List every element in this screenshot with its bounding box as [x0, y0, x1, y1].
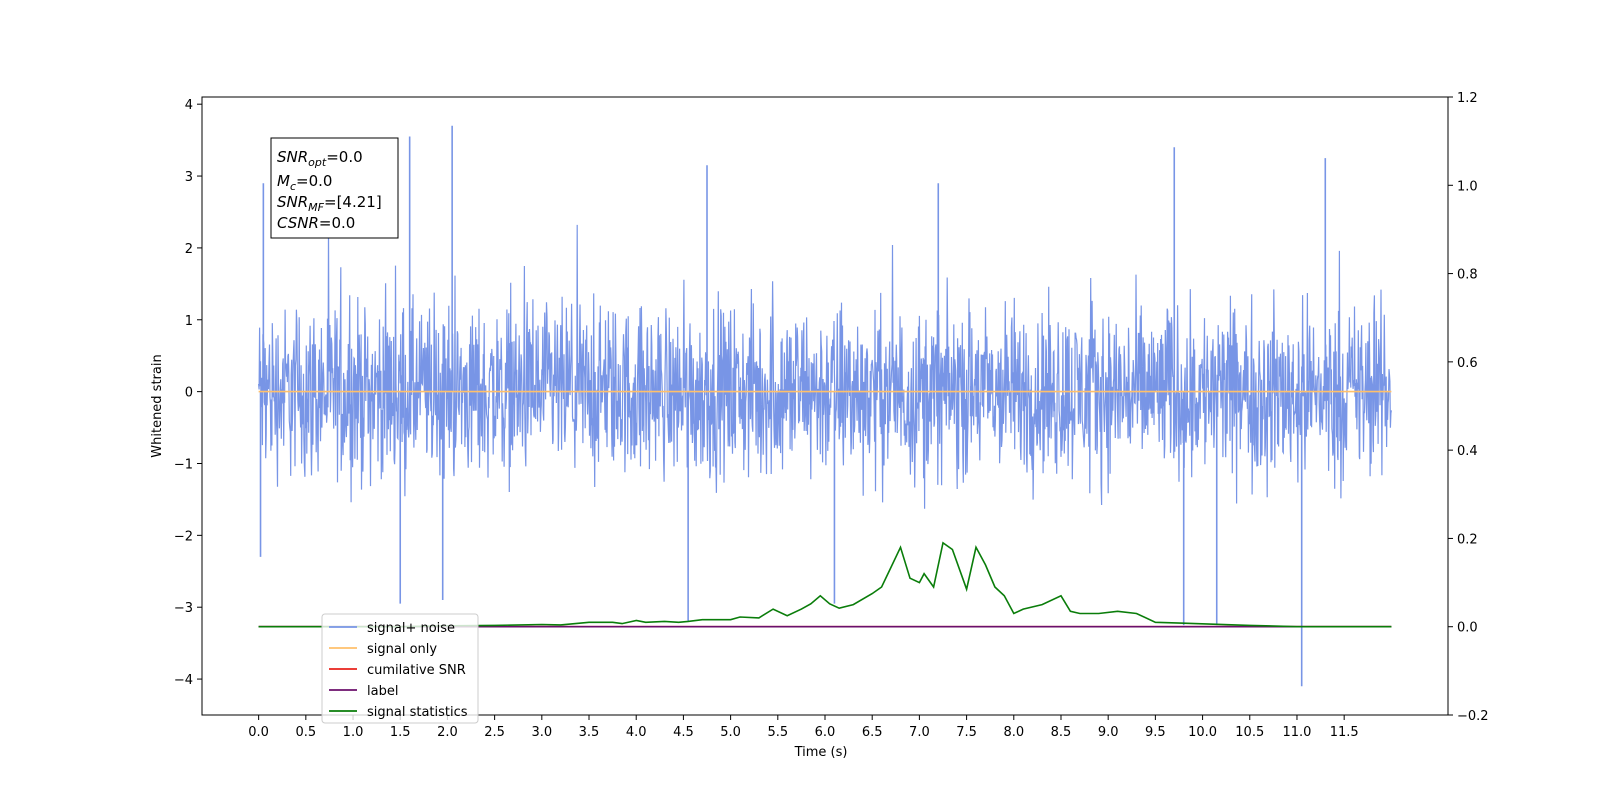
- y-axis-ticks: 4 3 2 1 0 −1 −2 −3 −4: [174, 98, 202, 688]
- annotation-box: SNRopt=0.0 Mc=0.0 SNRMF=[4.21] CSNR=0.0: [270, 137, 399, 239]
- x-tick-label: 7.0: [909, 725, 930, 740]
- y2-tick-label: 0.8: [1457, 268, 1478, 283]
- x-tick-label: 8.0: [1003, 725, 1024, 740]
- x-tick-label: 2.5: [484, 725, 505, 740]
- annotation-frame: [270, 137, 399, 239]
- y2-tick-label: 0.6: [1457, 356, 1478, 371]
- legend-label-signal-statistics: signal statistics: [367, 705, 468, 720]
- x-tick-label: 7.5: [956, 725, 977, 740]
- y2-tick-label: 1.0: [1457, 179, 1478, 194]
- x-tick-label: 9.0: [1098, 725, 1119, 740]
- x-tick-label: 2.0: [437, 725, 458, 740]
- signal-plus-noise-line: [258, 224, 1392, 509]
- x-axis-label: Time (s): [794, 745, 848, 760]
- y-tick-label: 0: [185, 386, 193, 401]
- x-tick-label: 3.5: [579, 725, 600, 740]
- y2-tick-label: −0.2: [1457, 709, 1489, 724]
- annotation-snr-opt: SNRopt=0.0: [277, 148, 363, 169]
- y-axis-label: Whitened strain: [150, 354, 165, 457]
- y2-tick-label: 0.4: [1457, 444, 1478, 459]
- x-tick-label: 8.5: [1051, 725, 1072, 740]
- x-tick-label: 5.5: [767, 725, 788, 740]
- y2-tick-label: 0.2: [1457, 532, 1478, 547]
- signal-plus-noise-series: [258, 125, 1392, 687]
- legend-label-label: label: [367, 684, 398, 699]
- y2-tick-label: 0.0: [1457, 621, 1478, 636]
- y-tick-label: 1: [185, 314, 193, 329]
- legend: signal+ noise signal only cumilative SNR la…: [321, 613, 479, 724]
- legend-label-signal-only: signal only: [367, 642, 437, 657]
- x-tick-label: 4.5: [673, 725, 694, 740]
- y-tick-label: −2: [174, 529, 193, 544]
- x-tick-label: 5.0: [720, 725, 741, 740]
- x-tick-label: 11.0: [1282, 725, 1311, 740]
- y2-axis-ticks: 1.2 1.0 0.8 0.6 0.4 0.2 0.0 −0.2: [1448, 91, 1489, 724]
- y-tick-label: 4: [185, 98, 193, 113]
- annotation-mc: Mc=0.0: [277, 172, 332, 193]
- x-tick-label: 4.0: [626, 725, 647, 740]
- x-tick-label: 11.5: [1330, 725, 1359, 740]
- x-tick-label: 1.0: [343, 725, 364, 740]
- x-tick-label: 6.0: [815, 725, 836, 740]
- signal-statistics-line: [258, 541, 1392, 628]
- y-tick-label: 3: [185, 170, 193, 185]
- y2-tick-label: 1.2: [1457, 91, 1478, 106]
- annotation-snr-mf: SNRMF=[4.21]: [277, 193, 382, 214]
- legend-frame: [321, 613, 479, 724]
- legend-label-signal-noise: signal+ noise: [367, 621, 455, 636]
- x-tick-label: 6.5: [862, 725, 883, 740]
- x-tick-label: 0.5: [295, 725, 316, 740]
- x-tick-label: 9.5: [1145, 725, 1166, 740]
- y-tick-label: −1: [174, 457, 193, 472]
- annotation-csnr: CSNR=0.0: [277, 214, 355, 232]
- y-tick-label: −3: [174, 601, 193, 616]
- x-tick-label: 1.5: [390, 725, 411, 740]
- legend-label-cumilative-snr: cumilative SNR: [367, 663, 466, 678]
- x-tick-label: 3.0: [531, 725, 552, 740]
- y-tick-label: −4: [174, 673, 193, 688]
- x-axis-ticks: 0.0 0.5 1.0 1.5 2.0 2.5 3.0 3.5 4.0 4.5 5.0 5.5 6.0 6…: [248, 715, 1359, 740]
- x-tick-label: 10.0: [1188, 725, 1217, 740]
- x-tick-label: 0.0: [248, 725, 269, 740]
- y-tick-label: 2: [185, 242, 193, 257]
- x-tick-label: 10.5: [1235, 725, 1264, 740]
